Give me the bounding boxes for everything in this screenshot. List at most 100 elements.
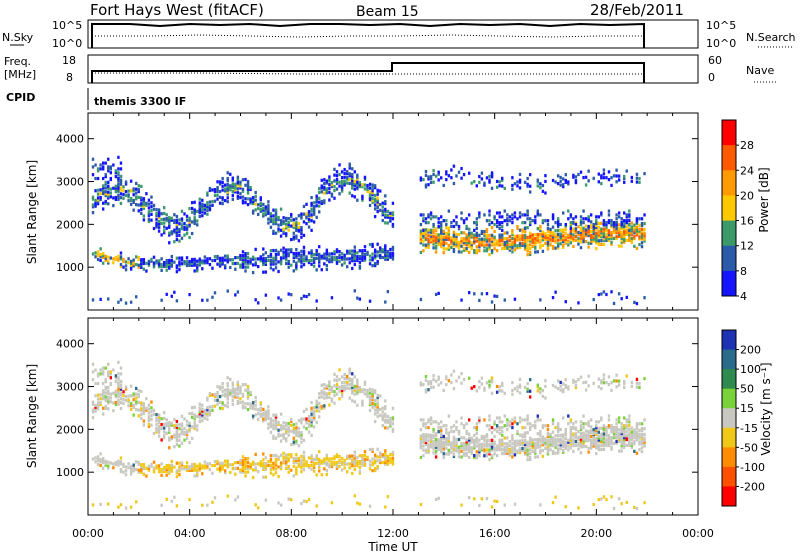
power-cell <box>551 244 555 249</box>
power-cell <box>577 301 580 305</box>
velocity-cell <box>424 448 428 452</box>
velocity-cell <box>607 414 611 418</box>
velocity-cell <box>455 420 458 424</box>
velocity-cell <box>437 422 440 426</box>
velocity-cell <box>279 412 283 416</box>
velocity-cell <box>269 471 273 475</box>
velocity-cell <box>432 439 435 443</box>
velocity-cell <box>559 439 562 443</box>
power-cell <box>473 228 476 232</box>
power-cell <box>490 241 494 245</box>
power-cell <box>188 207 191 211</box>
power-cell <box>564 241 567 245</box>
power-cell <box>310 249 313 253</box>
power-cell <box>343 167 346 172</box>
velocity-cell <box>371 403 374 408</box>
power-cell <box>320 199 323 204</box>
velocity-cell <box>577 430 580 434</box>
power-cell <box>549 231 552 235</box>
velocity-cell <box>223 403 227 408</box>
velocity-cell <box>193 464 196 468</box>
power-cell <box>475 226 479 231</box>
velocity-cell <box>325 392 329 396</box>
velocity-cell <box>450 426 453 430</box>
power-cell <box>234 188 237 192</box>
power-cell <box>442 183 445 188</box>
velocity-cell <box>460 436 463 440</box>
velocity-cell <box>259 414 262 418</box>
velocity-cell <box>284 457 288 461</box>
power-cell <box>564 178 567 183</box>
power-cell <box>379 256 382 260</box>
velocity-cell <box>602 373 606 377</box>
velocity-cell <box>234 395 237 399</box>
velocity-cell <box>201 503 204 507</box>
power-cell <box>493 247 496 251</box>
power-cell <box>536 211 540 215</box>
power-cell <box>587 245 590 249</box>
velocity-cell <box>249 390 252 395</box>
power-cell <box>231 190 235 194</box>
velocity-cell <box>193 474 196 478</box>
power-cell <box>358 184 362 189</box>
power-cell <box>551 231 555 235</box>
velocity-cell <box>119 460 123 464</box>
velocity-cell <box>376 393 379 397</box>
power-cell <box>272 258 275 262</box>
power-cell <box>165 226 168 230</box>
power-ytick-label: 1000 <box>56 261 84 274</box>
velocity-cell <box>351 389 354 393</box>
power-cell <box>595 231 598 235</box>
power-cell <box>165 268 168 272</box>
velocity-cell <box>511 434 514 438</box>
velocity-cell <box>91 400 95 404</box>
velocity-cell <box>381 410 384 414</box>
velocity-cell <box>546 450 550 454</box>
power-cell <box>518 234 522 238</box>
power-cell <box>307 219 311 223</box>
velocity-cell <box>170 469 174 473</box>
velocity-cell <box>605 426 608 430</box>
power-cell <box>610 223 613 227</box>
power-cell <box>185 228 189 232</box>
power-cell <box>495 185 499 189</box>
velocity-cell <box>506 451 509 455</box>
velocity-cell <box>107 464 110 468</box>
power-cell <box>592 176 595 180</box>
velocity-cell <box>295 429 298 434</box>
velocity-cell <box>246 384 250 389</box>
power-cell <box>368 190 372 194</box>
velocity-cell <box>325 384 329 388</box>
power-cell <box>290 237 293 242</box>
power-cell <box>328 190 331 194</box>
power-cell <box>429 177 433 181</box>
power-cell <box>101 165 105 169</box>
power-cell <box>564 173 567 177</box>
velocity-cell <box>246 388 250 392</box>
velocity-cell <box>305 419 308 423</box>
velocity-cell <box>323 406 326 410</box>
velocity-cell <box>310 424 313 428</box>
velocity-cell <box>223 394 227 398</box>
velocity-cell <box>257 408 260 412</box>
velocity-cell <box>480 434 484 439</box>
power-cell <box>595 247 598 251</box>
power-cell <box>157 210 161 214</box>
power-cell <box>112 163 115 167</box>
power-cell <box>572 221 575 225</box>
velocity-cell <box>485 381 489 385</box>
velocity-cell <box>455 441 458 445</box>
power-cell <box>480 171 484 175</box>
velocity-cell <box>162 430 166 434</box>
velocity-cell <box>315 473 318 477</box>
velocity-cell <box>562 416 565 420</box>
power-cell <box>132 189 135 193</box>
velocity-cell <box>340 394 344 398</box>
power-cell <box>643 231 646 235</box>
power-cell <box>221 180 224 185</box>
power-cell <box>617 230 621 235</box>
power-cell <box>539 240 542 244</box>
power-cell <box>140 202 143 206</box>
power-cell <box>129 265 133 269</box>
velocity-cell <box>617 420 621 424</box>
